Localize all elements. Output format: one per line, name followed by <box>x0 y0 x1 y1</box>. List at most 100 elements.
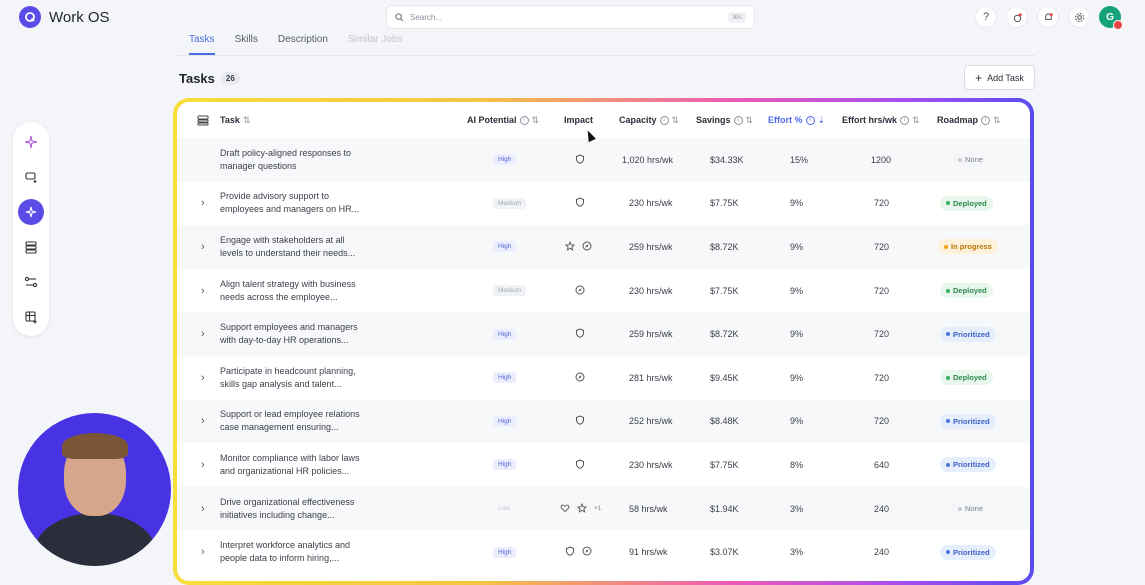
table-row[interactable]: › Monitor compliance with labor laws and … <box>177 443 1030 487</box>
chevron-right-icon[interactable]: › <box>201 371 205 384</box>
roadmap-status-badge[interactable]: Deployed <box>940 370 993 386</box>
shield-icon[interactable] <box>575 415 585 427</box>
roadmap-status-badge[interactable]: Deployed <box>940 195 993 211</box>
table-row[interactable]: Draft policy-aligned responses to manager… <box>177 138 1030 182</box>
tab-tasks[interactable]: Tasks <box>189 34 215 55</box>
app-logo-icon[interactable] <box>19 6 41 28</box>
tasks-add-icon[interactable] <box>18 164 44 190</box>
table-row[interactable]: › Interpret workforce analytics and peopl… <box>177 530 1030 574</box>
shield-icon[interactable] <box>575 154 585 166</box>
chevron-right-icon[interactable]: › <box>201 240 205 253</box>
col-roadmap[interactable]: Roadmap i ⇅ <box>937 102 1001 138</box>
roadmap-status-badge[interactable]: Prioritized <box>940 326 996 342</box>
chevron-right-icon[interactable]: › <box>201 197 205 210</box>
column-toggle-icon[interactable] <box>197 102 209 138</box>
task-name[interactable]: Provide advisory support to employees and… <box>220 182 380 226</box>
heart-icon[interactable] <box>560 503 570 515</box>
shield-icon[interactable] <box>565 546 575 558</box>
task-name[interactable]: Draft policy-aligned responses to manager… <box>220 138 380 182</box>
info-icon[interactable]: i <box>805 115 815 125</box>
task-name[interactable]: Interpret workforce analytics and people … <box>220 530 380 574</box>
compass-icon[interactable] <box>575 285 585 297</box>
table-add-icon[interactable] <box>18 304 44 330</box>
col-task[interactable]: Task ⇅ <box>220 102 250 138</box>
star-icon[interactable] <box>564 240 576 253</box>
col-savings[interactable]: Savings i ⇅ <box>696 102 753 138</box>
tab-description[interactable]: Description <box>277 34 328 45</box>
table-row[interactable]: › Participate in headcount planning, skil… <box>177 356 1030 400</box>
sort-icon[interactable]: ⇅ <box>993 114 1001 125</box>
task-name[interactable]: Participate in headcount planning, skills… <box>220 356 380 400</box>
table-row[interactable]: › Align talent strategy with business nee… <box>177 269 1030 313</box>
search-input[interactable]: Search... <box>410 12 443 22</box>
table-row[interactable]: › Support or lead employee relations case… <box>177 399 1030 444</box>
chevron-right-icon[interactable]: › <box>201 284 205 297</box>
tab-skills[interactable]: Skills <box>234 34 258 45</box>
info-icon[interactable]: i <box>981 115 991 125</box>
compass-icon[interactable] <box>575 372 585 384</box>
task-name[interactable]: Support or lead employee relations case m… <box>220 400 380 444</box>
chevron-right-icon[interactable]: › <box>201 458 205 471</box>
chevron-right-icon[interactable]: › <box>201 546 205 559</box>
col-impact[interactable]: Impact <box>564 102 593 138</box>
col-capacity[interactable]: Capacity i ⇅ <box>619 102 679 138</box>
col-capacity-label: Capacity <box>619 115 657 125</box>
sparkle-icon[interactable] <box>18 129 44 155</box>
col-effort-hrs[interactable]: Effort hrs/wk i ⇅ <box>842 102 920 138</box>
roadmap-status-badge[interactable]: None <box>952 152 989 168</box>
roadmap-status-badge[interactable]: None <box>952 501 989 517</box>
roadmap-status-badge[interactable]: Prioritized <box>940 544 996 560</box>
shield-icon[interactable] <box>575 459 585 471</box>
task-name[interactable]: Drive organizational effectiveness initia… <box>220 487 380 531</box>
col-ai-potential[interactable]: AI Potential i ⇅ <box>467 102 539 138</box>
compass-icon[interactable] <box>582 241 592 253</box>
roadmap-cell: Deployed <box>940 269 993 313</box>
ai-agent-icon[interactable] <box>18 199 44 225</box>
add-task-button[interactable]: + Add Task <box>964 65 1035 90</box>
tab-similar-jobs[interactable]: Similar Jobs <box>347 34 403 45</box>
task-name[interactable]: Monitor compliance with labor laws and or… <box>220 443 380 487</box>
roadmap-status-badge[interactable]: Prioritized <box>940 413 996 429</box>
impact-more-count[interactable]: +1 <box>594 505 602 513</box>
status-dot-icon <box>946 288 950 293</box>
col-roadmap-label: Roadmap <box>937 115 979 125</box>
table-row[interactable]: › Drive organizational effectiveness init… <box>177 486 1030 531</box>
chevron-right-icon[interactable]: › <box>201 328 205 341</box>
task-name[interactable]: Engage with stakeholders at all levels to… <box>220 225 380 269</box>
sort-icon[interactable]: ⇅ <box>671 114 680 125</box>
task-name-line: Interpret workforce analytics and <box>220 540 351 551</box>
star-icon[interactable] <box>576 502 588 515</box>
search-bar[interactable]: Search... ⌘K <box>386 5 755 29</box>
chevron-right-icon[interactable]: › <box>201 415 205 428</box>
sort-icon[interactable]: ⇅ <box>242 114 251 125</box>
roadmap-status-badge[interactable]: Deployed <box>940 283 993 299</box>
table-row[interactable]: › Provide advisory support to employees a… <box>177 182 1030 226</box>
sort-icon[interactable]: ⇅ <box>531 114 540 125</box>
compass-icon[interactable] <box>582 546 592 558</box>
stack-icon[interactable] <box>18 234 44 260</box>
task-name[interactable]: Support employees and managers with day-t… <box>220 312 380 356</box>
info-icon[interactable]: i <box>519 115 529 125</box>
workflow-icon[interactable] <box>18 269 44 295</box>
recommendations-icon[interactable] <box>1006 6 1028 28</box>
roadmap-status-badge[interactable]: In progress <box>938 239 998 255</box>
task-name[interactable]: Align talent strategy with business needs… <box>220 269 380 313</box>
help-icon[interactable]: ? <box>975 6 997 28</box>
sort-icon[interactable]: ⇅ <box>745 114 754 125</box>
col-effort-pct[interactable]: Effort % i ⇣ <box>768 102 825 138</box>
table-row[interactable]: › Engage with stakeholders at all levels … <box>177 225 1030 269</box>
info-icon[interactable]: i <box>900 115 910 125</box>
plus-icon: + <box>975 70 983 85</box>
chevron-right-icon[interactable]: › <box>201 502 205 515</box>
notification-bell-icon[interactable] <box>1037 6 1059 28</box>
shield-icon[interactable] <box>575 197 585 209</box>
roadmap-status-badge[interactable]: Prioritized <box>940 457 996 473</box>
info-icon[interactable]: i <box>659 115 669 125</box>
sort-desc-icon[interactable]: ⇣ <box>817 114 826 125</box>
shield-icon[interactable] <box>575 328 585 340</box>
settings-gear-icon[interactable] <box>1068 6 1090 28</box>
table-row[interactable]: › Support employees and managers with day… <box>177 312 1030 356</box>
info-icon[interactable]: i <box>733 115 743 125</box>
user-avatar[interactable]: G <box>1099 6 1123 30</box>
sort-icon[interactable]: ⇅ <box>912 114 920 125</box>
